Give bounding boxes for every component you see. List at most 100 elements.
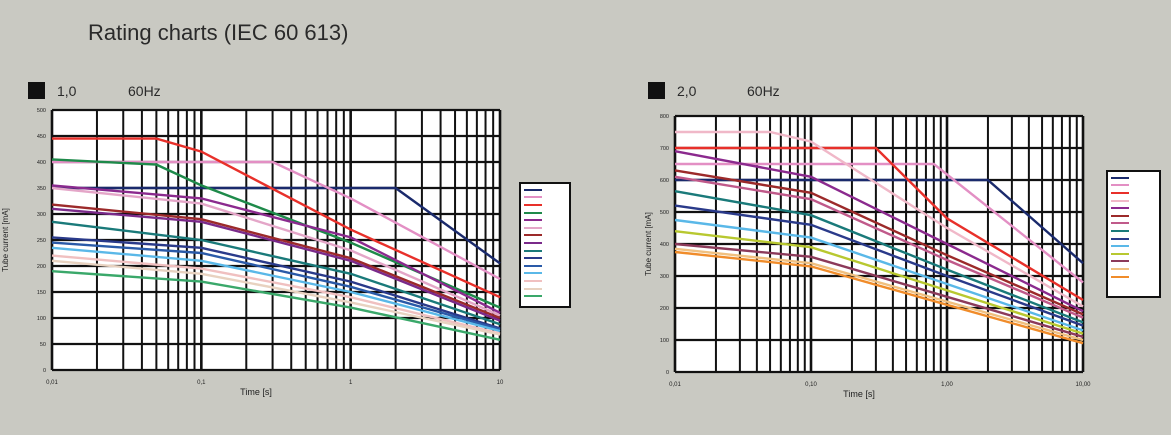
chart-2-legend-item: [1111, 220, 1156, 228]
chart-1-series-line-14: [51, 259, 501, 336]
chart-1-frequency: 60Hz: [128, 83, 161, 99]
chart-1-y-tick-label: 300: [37, 212, 46, 218]
chart-2-x-tick-label: 10,00: [1075, 382, 1091, 388]
chart-2-y-tick-label: 200: [660, 306, 669, 312]
chart-1-legend-swatch: [524, 295, 542, 298]
chart-1-y-tick-label: 350: [37, 186, 46, 192]
chart-2-legend-swatch: [1111, 214, 1129, 217]
chart-1-legend-item: [524, 201, 566, 209]
chart-1-series-line-9: [51, 220, 501, 326]
chart-1-x-axis-label: Time [s]: [240, 387, 272, 397]
chart-2-legend-swatch: [1111, 237, 1129, 240]
chart-1-series-line-12: [51, 246, 501, 333]
chart-1-series-line-2: [52, 160, 501, 281]
chart-1-marker: [28, 82, 45, 99]
chart-2-y-tick-label: 400: [660, 242, 669, 248]
chart-2-marker: [648, 82, 665, 99]
chart-2-legend-swatch: [1111, 199, 1129, 202]
chart-1-legend-item: [524, 254, 566, 262]
chart-1-series-line-6: [51, 186, 501, 317]
chart-1-legend-swatch: [524, 234, 542, 237]
chart-1-legend-item: [524, 247, 566, 255]
chart-2-legend-swatch: [1111, 191, 1129, 194]
chart-1-y-axis-label: Tube current [mA]: [1, 208, 10, 272]
chart-2-series-line-14: [674, 250, 1084, 345]
chart-2-legend: [1106, 170, 1161, 298]
chart-1-legend-item: [524, 262, 566, 270]
chart-1-y-tick-label: 150: [37, 290, 46, 296]
chart-2-series-line-5: [674, 150, 1084, 313]
chart-2-legend-item: [1111, 197, 1156, 205]
chart-2-y-tick-label: 600: [660, 178, 669, 184]
chart-2-series-line-4: [675, 130, 1084, 308]
chart-1-legend-swatch: [524, 196, 542, 199]
chart-1-legend-swatch: [524, 203, 542, 206]
chart-1-legend-swatch: [524, 226, 542, 229]
chart-1-legend-item: [524, 209, 566, 217]
chart-2-legend-item: [1111, 273, 1156, 281]
chart-1-legend-item: [524, 292, 566, 300]
chart-1-y-tick-label: 400: [37, 160, 46, 166]
chart-2-y-axis-label: Tube current [mA]: [644, 212, 653, 276]
chart-2-series-line-1: [675, 178, 1084, 265]
chart-1-legend-item: [524, 232, 566, 240]
chart-1-legend-item: [524, 277, 566, 285]
chart-2-legend-item: [1111, 227, 1156, 235]
chart-2-series-line-3: [675, 146, 1084, 302]
chart-1-focal-spot: 1,0: [57, 83, 77, 99]
chart-1-series-line-7: [51, 203, 501, 320]
chart-1-legend-item: [524, 239, 566, 247]
chart-1-series-line-4: [51, 158, 501, 309]
chart-1-legend-swatch: [524, 211, 542, 214]
chart-1-legend-item: [524, 270, 566, 278]
chart-2-legend-swatch: [1111, 260, 1129, 263]
chart-2-legend-swatch: [1111, 184, 1129, 187]
chart-2-series-line-8: [674, 190, 1084, 324]
chart-2-legend-swatch: [1111, 207, 1129, 210]
chart-2-legend-swatch: [1111, 275, 1129, 278]
chart-2-y-tick-label: 500: [660, 210, 669, 216]
chart-2-series-line-9: [674, 204, 1084, 327]
chart-2-legend-swatch: [1111, 252, 1129, 255]
chart-2-legend-item: [1111, 189, 1156, 197]
chart-1-series-line-15: [51, 270, 501, 341]
chart-1-series-line-13: [51, 254, 501, 335]
chart-2-series-line-6: [674, 169, 1084, 316]
chart-1-series-line-5: [51, 184, 501, 314]
chart-2-series-line-2: [675, 162, 1084, 284]
chart-2-x-tick-label: 0,10: [805, 382, 817, 388]
chart-2-legend-swatch: [1111, 245, 1129, 248]
chart-1-x-tick-label: 10: [497, 380, 504, 386]
chart-2-series-line-10: [674, 218, 1084, 332]
chart-2-y-tick-label: 300: [660, 274, 669, 280]
chart-1-y-tick-label: 450: [37, 134, 46, 140]
chart-2-x-axis-label: Time [s]: [843, 389, 875, 399]
chart-1-y-tick-label: 100: [37, 316, 46, 322]
chart-1-x-tick-label: 1: [349, 380, 353, 386]
chart-2-legend-swatch: [1111, 222, 1129, 225]
chart-2-legend-item: [1111, 242, 1156, 250]
chart-2-legend-swatch: [1111, 267, 1129, 270]
chart-1-legend-swatch: [524, 188, 542, 191]
chart-1-legend-item: [524, 224, 566, 232]
chart-2-frequency: 60Hz: [747, 83, 780, 99]
chart-1-y-tick-label: 50: [40, 342, 46, 348]
chart-2-legend-item: [1111, 265, 1156, 273]
chart-2-legend-swatch: [1111, 176, 1129, 179]
chart-2-legend-item: [1111, 204, 1156, 212]
chart-2-series-line-7: [674, 175, 1084, 319]
chart-1-legend-item: [524, 194, 566, 202]
chart-2-y-tick-label: 0: [666, 370, 669, 376]
chart-2-legend-item: [1111, 258, 1156, 266]
chart-2-legend-item: [1111, 235, 1156, 243]
chart-2-x-tick-label: 0,01: [669, 382, 681, 388]
chart-1-legend-swatch: [524, 257, 542, 260]
chart-1-legend-item: [524, 216, 566, 224]
chart-2-focal-spot: 2,0: [677, 83, 697, 99]
chart-1-legend-swatch: [524, 241, 542, 244]
chart-1-y-tick-label: 200: [37, 264, 46, 270]
chart-2-x-tick-label: 1,00: [941, 382, 953, 388]
chart-1-series-line-8: [51, 207, 501, 322]
chart-2-legend-item: [1111, 250, 1156, 258]
chart-2-legend-swatch: [1111, 229, 1129, 232]
